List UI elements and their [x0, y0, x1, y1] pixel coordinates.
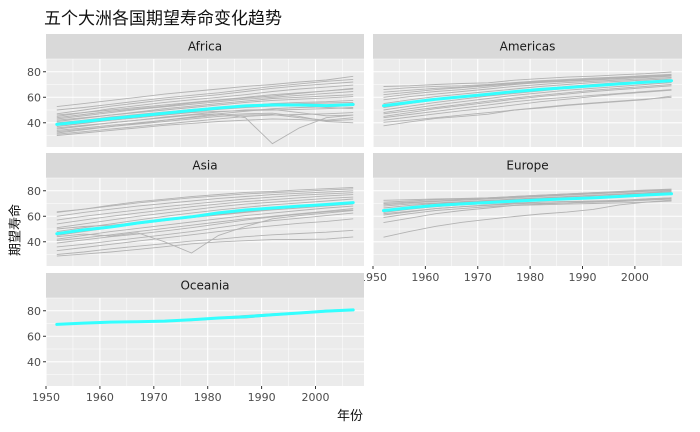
country-line — [56, 113, 354, 145]
country-line — [383, 77, 672, 101]
trend-line — [55, 308, 355, 326]
panel-data — [382, 188, 673, 238]
facet-strip-label: Europe — [506, 159, 548, 173]
country-line — [56, 198, 354, 233]
x-axis-label: 年份 — [336, 409, 363, 424]
y-tick-label: 80 — [27, 185, 41, 198]
trend-line — [55, 103, 355, 126]
country-line — [56, 87, 354, 116]
country-line — [56, 78, 354, 111]
facet-panel-americas: Americas — [372, 34, 682, 147]
country-line — [56, 188, 354, 213]
country-line — [383, 75, 672, 98]
facet-panel-asia: Asia 40 60 80 — [27, 153, 364, 266]
country-line — [383, 71, 672, 87]
y-tick-label: 40 — [27, 117, 41, 130]
x-tick-label: 1980 — [194, 391, 222, 404]
country-line — [56, 75, 354, 108]
country-line — [56, 212, 354, 248]
x-tick-label: 1960 — [86, 391, 114, 404]
panel-data — [55, 75, 355, 145]
country-line — [56, 91, 354, 120]
country-line — [383, 84, 672, 115]
country-line — [56, 196, 354, 229]
country-line — [383, 75, 672, 96]
country-line — [383, 199, 672, 238]
x-tick-label: 1960 — [411, 271, 439, 284]
country-line — [56, 107, 354, 126]
country-line — [383, 74, 672, 93]
country-line — [56, 208, 354, 241]
panel-data — [55, 186, 355, 257]
country-line — [56, 190, 354, 217]
x-tick-label: 1990 — [568, 271, 596, 284]
facet-strip — [46, 273, 364, 298]
country-line — [383, 85, 672, 117]
facet-panel-africa: Africa 40 60 80 — [27, 34, 364, 147]
panel-background — [373, 178, 682, 266]
x-tick-label: 1950 — [359, 271, 387, 284]
country-line — [383, 89, 672, 121]
facet-strip — [373, 34, 682, 59]
country-line — [56, 192, 354, 221]
y-tick-label: 80 — [27, 305, 41, 318]
trend-line — [382, 192, 673, 213]
facet-strip — [46, 153, 364, 178]
x-tick-label: 1970 — [464, 271, 492, 284]
country-line — [56, 118, 354, 136]
country-line — [383, 78, 672, 105]
country-line — [56, 229, 354, 255]
x-tick-label: 1970 — [140, 391, 168, 404]
country-line — [56, 84, 354, 117]
trend-line — [382, 79, 673, 108]
country-line — [383, 73, 672, 91]
facet-strip — [46, 34, 364, 59]
country-line — [56, 218, 354, 252]
country-line — [56, 88, 354, 119]
y-tick-label: 40 — [27, 356, 41, 369]
country-line — [383, 197, 672, 215]
country-line — [56, 209, 354, 244]
x-tick-label: 2000 — [621, 271, 649, 284]
y-tick-label: 40 — [27, 236, 41, 249]
x-tick-label: 1950 — [32, 391, 60, 404]
country-line — [56, 105, 354, 134]
country-line — [383, 190, 672, 207]
country-line — [383, 200, 672, 218]
country-line — [56, 205, 354, 240]
country-line — [383, 89, 672, 119]
facet-strip-label: Americas — [500, 40, 556, 54]
y-tick-label: 60 — [27, 91, 41, 104]
y-tick-label: 80 — [27, 66, 41, 79]
trend-line — [55, 201, 355, 236]
x-tick-label: 1990 — [248, 391, 276, 404]
country-line — [56, 94, 354, 121]
x-tick-label: 2000 — [301, 391, 329, 404]
country-line — [56, 186, 354, 213]
facet-panel-oceania: Oceania 40 60 80 1950 1960 1970 1980 1990 2000 — [27, 273, 364, 404]
facet-panel-europe: Europe 1950 1960 1970 1980 1990 2000 — [359, 153, 682, 284]
chart-title: 五个大洲各国期望寿命变化趋势 — [44, 9, 282, 29]
country-line — [56, 81, 354, 115]
facet-strip-label: Oceania — [180, 279, 229, 293]
x-tick-label: 1980 — [516, 271, 544, 284]
facet-strip-label: Asia — [192, 159, 217, 173]
country-line — [383, 96, 672, 123]
country-line — [383, 82, 672, 114]
country-line — [56, 194, 354, 225]
y-tick-label: 60 — [27, 330, 41, 343]
country-line — [383, 190, 672, 206]
country-line — [56, 112, 354, 131]
facet-strip — [373, 153, 682, 178]
panel-data — [382, 71, 673, 127]
country-line — [56, 112, 354, 135]
country-line — [56, 236, 354, 257]
y-tick-label: 60 — [27, 210, 41, 223]
country-line — [383, 188, 672, 201]
panel-data — [55, 308, 355, 326]
facet-strip-label: Africa — [188, 40, 222, 54]
